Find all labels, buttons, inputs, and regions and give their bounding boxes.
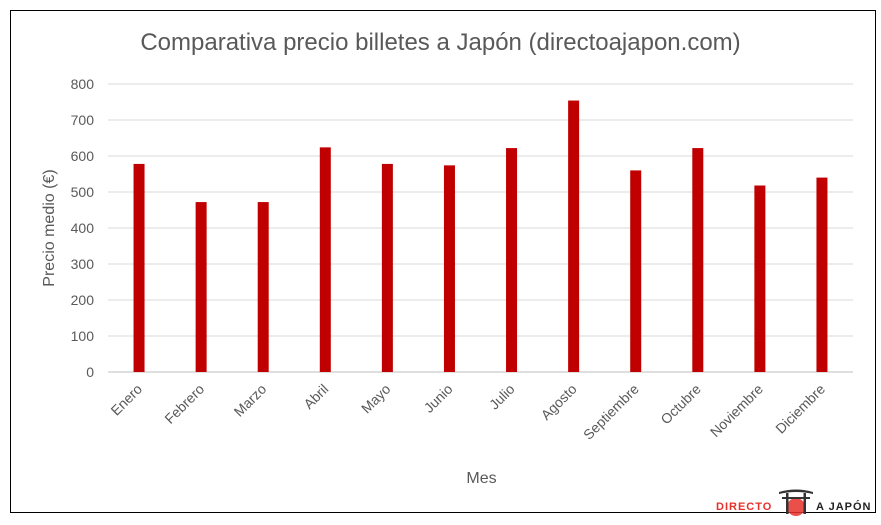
bar [754,185,766,372]
x-tick-label: Noviembre [707,381,766,440]
bar [692,148,704,372]
y-tick-label: 400 [71,220,95,236]
x-tick-label: Diciembre [772,381,828,437]
y-tick-label: 700 [71,112,95,128]
y-axis-title: Precio medio (€) [41,169,58,286]
bar [506,148,518,372]
x-tick-label: Agosto [538,381,580,423]
bar [257,202,269,372]
x-tick-label: Marzo [231,381,270,420]
chart-title: Comparativa precio billetes a Japón (dir… [140,29,741,56]
bar [816,177,828,372]
y-tick-label: 0 [86,364,94,380]
x-tick-label: Junio [421,381,456,416]
y-tick-label: 300 [71,256,95,272]
bar [443,165,455,372]
logo-text-a-japon: A JAPÓN [816,501,872,513]
bar [319,147,331,372]
bar [381,163,393,372]
y-tick-label: 100 [71,328,95,344]
y-tick-label: 600 [71,148,95,164]
y-tick-label: 200 [71,292,95,308]
x-tick-label: Febrero [161,381,207,427]
torii-gate-icon [779,489,813,516]
bar [195,202,207,372]
x-tick-label: Enero [107,381,145,419]
x-tick-label: Mayo [358,381,394,417]
y-tick-label: 500 [71,184,95,200]
x-tick-label: Julio [486,381,518,413]
x-tick-label: Octubre [657,381,704,428]
bar [133,163,145,372]
bar [630,170,642,372]
x-tick-label: Septiembre [580,381,642,443]
bar [568,100,580,372]
chart-frame [10,10,876,513]
x-axis-title: Mes [466,470,496,487]
brand-logo: DIRECTO A JAPÓN [716,486,876,518]
y-tick-label: 800 [71,76,95,92]
x-tick-label: Abril [300,381,331,412]
logo-text-directo: DIRECTO [716,501,773,513]
